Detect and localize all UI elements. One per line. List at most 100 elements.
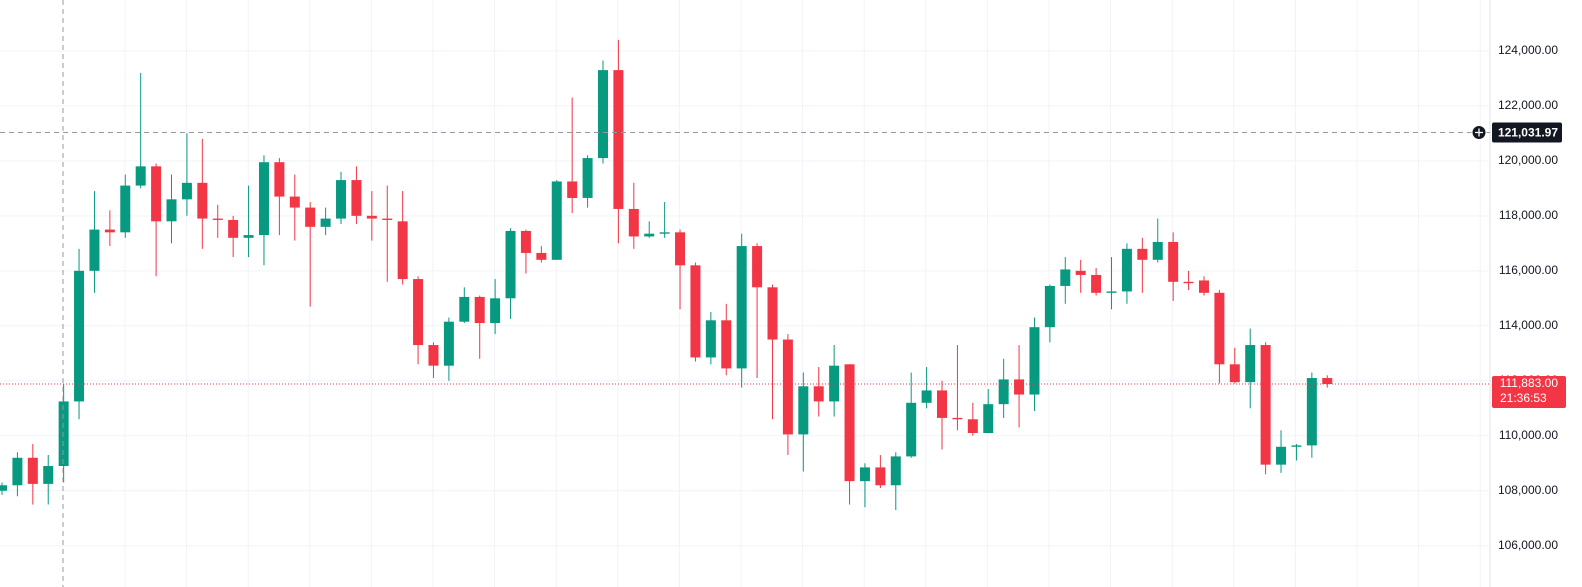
- candle-body: [1075, 270, 1086, 275]
- candle-body: [1214, 292, 1225, 365]
- candle-body: [351, 180, 362, 216]
- candle-body: [998, 379, 1009, 405]
- candle-body: [906, 402, 917, 457]
- candle-body: [181, 182, 192, 200]
- candle-body: [551, 181, 562, 260]
- candle-body: [1198, 280, 1209, 293]
- candle-body: [520, 230, 531, 253]
- vertical-grid: [124, 0, 1481, 587]
- candle-body: [659, 232, 670, 234]
- candle-body: [721, 320, 732, 369]
- crosshair-label: 121,031.97: [1498, 126, 1558, 140]
- candle-body: [967, 419, 978, 434]
- candle-body: [320, 218, 331, 227]
- last-price-label: 111,883.00: [1500, 376, 1559, 390]
- candle-body: [952, 417, 963, 420]
- candle-body: [536, 252, 547, 260]
- candle-body: [58, 401, 69, 467]
- candle-body: [1014, 379, 1025, 395]
- candle-body: [675, 232, 686, 266]
- candle-body: [798, 386, 809, 435]
- candle-body: [890, 456, 901, 486]
- candle-body: [336, 180, 347, 219]
- y-tick-label: 106,000.00: [1498, 538, 1558, 552]
- y-tick-label: 110,000.00: [1499, 428, 1558, 442]
- candle-body: [1306, 378, 1317, 446]
- candle-body: [1229, 364, 1240, 383]
- candle-body: [474, 296, 485, 324]
- candle-body: [505, 230, 516, 299]
- candle-body: [397, 221, 408, 280]
- candle-body: [197, 182, 208, 219]
- last-price-box: [1492, 376, 1566, 409]
- candle-body: [597, 70, 608, 159]
- y-tick-label: 116,000.00: [1499, 263, 1558, 277]
- candle-body: [1152, 241, 1163, 260]
- candle-body: [1291, 445, 1302, 447]
- candle-body: [104, 229, 115, 233]
- candle-body: [428, 345, 439, 366]
- plus-icon: [1475, 128, 1483, 137]
- candle-body: [1260, 345, 1271, 465]
- candle-body: [382, 218, 393, 220]
- candle-body: [859, 467, 870, 482]
- candle-body: [813, 386, 824, 402]
- y-tick-label: 118,000.00: [1499, 208, 1558, 222]
- candle-body: [12, 457, 23, 486]
- candle-body: [289, 196, 300, 208]
- candle-body: [258, 162, 269, 236]
- candle-body: [305, 207, 316, 227]
- candle-body: [767, 287, 778, 340]
- candle-body: [567, 181, 578, 198]
- candle-body: [443, 321, 454, 366]
- candle-body: [74, 270, 85, 402]
- candle-body: [937, 390, 948, 418]
- candle-body: [274, 162, 285, 197]
- countdown-label: 21:36:53: [1500, 391, 1547, 405]
- candle-body: [151, 166, 162, 222]
- candle-body: [413, 279, 424, 346]
- candle-body: [628, 208, 639, 237]
- candle-body: [782, 339, 793, 435]
- y-tick-label: 108,000.00: [1498, 483, 1558, 497]
- candle-body: [875, 467, 886, 486]
- y-tick-label: 124,000.00: [1498, 43, 1558, 57]
- y-tick-label: 114,000.00: [1499, 318, 1558, 332]
- candle-body: [212, 218, 223, 220]
- candle-body: [1091, 274, 1102, 293]
- candle-body: [752, 246, 763, 288]
- candle-body: [1060, 269, 1071, 286]
- candle-body: [844, 364, 855, 482]
- candle-body: [582, 158, 593, 198]
- candle-body: [1106, 291, 1117, 293]
- candle-body: [921, 390, 932, 403]
- candle-body: [120, 185, 131, 233]
- candle-body: [135, 166, 146, 186]
- candle-body: [1029, 327, 1040, 395]
- candle-body: [690, 265, 701, 358]
- candle-body: [0, 485, 7, 491]
- candle-body: [705, 320, 716, 358]
- candle-body: [490, 298, 501, 324]
- candle-body: [1183, 281, 1194, 284]
- candle-body: [1121, 248, 1132, 292]
- crosshair-label-box: [1492, 122, 1562, 143]
- candle-body: [983, 404, 994, 434]
- candle-body: [27, 457, 38, 484]
- candle-body: [243, 235, 254, 238]
- candle-body: [1322, 378, 1333, 385]
- candle-body: [613, 70, 624, 209]
- candle-body: [644, 233, 655, 237]
- y-tick-label: 122,000.00: [1498, 98, 1558, 112]
- candle-body: [43, 466, 54, 484]
- candle-body: [459, 296, 470, 322]
- y-tick-label: 120,000.00: [1498, 153, 1558, 167]
- candle-body: [1245, 345, 1256, 383]
- candle-body: [1168, 241, 1179, 282]
- candle-body: [1044, 285, 1055, 328]
- candle-body: [1276, 446, 1287, 465]
- candle-body: [89, 229, 100, 271]
- candle-body: [228, 219, 239, 238]
